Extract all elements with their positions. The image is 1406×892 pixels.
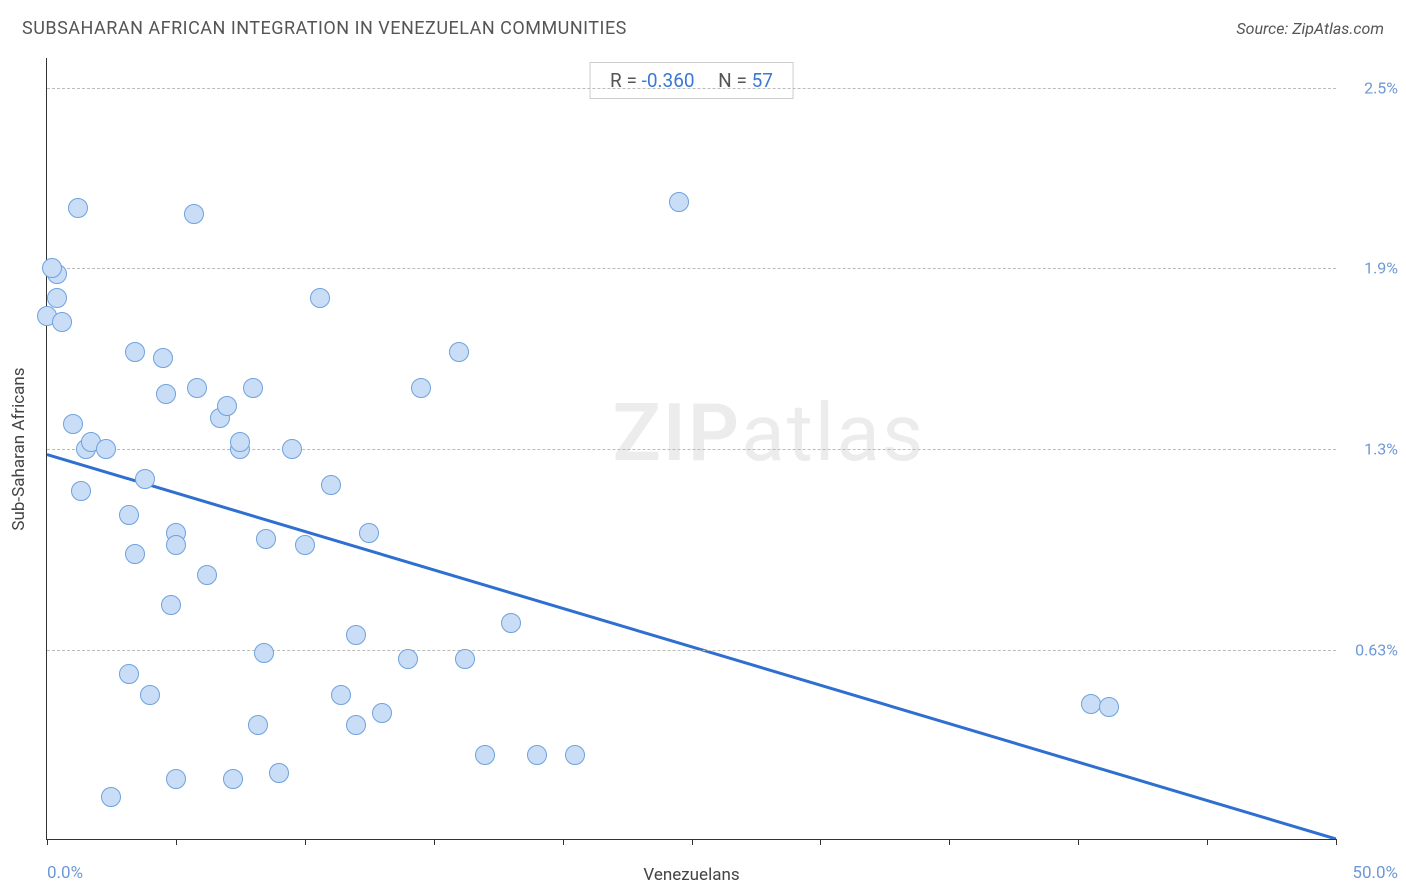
x-tick [1207, 839, 1208, 845]
scatter-point [248, 715, 268, 735]
scatter-point [125, 342, 145, 362]
scatter-point [1081, 694, 1101, 714]
x-axis-label: Venezuelans [643, 865, 739, 885]
y-tick-label: 1.3% [1364, 439, 1398, 458]
scatter-point [42, 258, 62, 278]
scatter-point [63, 414, 83, 434]
x-tick [434, 839, 435, 845]
scatter-point [359, 523, 379, 543]
x-tick [1078, 839, 1079, 845]
x-max-label: 50.0% [1352, 863, 1398, 883]
scatter-point [153, 348, 173, 368]
scatter-point [669, 192, 689, 212]
scatter-point [119, 505, 139, 525]
scatter-point [527, 745, 547, 765]
stats-box: R = -0.360 N = 57 [589, 62, 794, 99]
watermark-zip: ZIP [612, 386, 741, 480]
scatter-point [269, 763, 289, 783]
scatter-point [156, 384, 176, 404]
scatter-point [1099, 697, 1119, 717]
scatter-point [295, 535, 315, 555]
scatter-point [475, 745, 495, 765]
watermark-atlas: atlas [741, 386, 925, 480]
scatter-point [455, 649, 475, 669]
y-tick-label: 2.5% [1364, 79, 1398, 98]
x-tick [563, 839, 564, 845]
gridline [47, 88, 1336, 89]
scatter-point [217, 396, 237, 416]
scatter-point [346, 625, 366, 645]
x-min-label: 0.0% [47, 863, 83, 883]
scatter-point [101, 787, 121, 807]
scatter-point [310, 288, 330, 308]
scatter-point [161, 595, 181, 615]
plot-area: ZIPatlas R = -0.360 N = 57 Sub-Saharan A… [46, 58, 1336, 840]
scatter-point [254, 643, 274, 663]
scatter-point [166, 769, 186, 789]
scatter-point [71, 481, 91, 501]
scatter-point [184, 204, 204, 224]
x-tick [176, 839, 177, 845]
y-tick-label: 1.9% [1364, 259, 1398, 278]
scatter-point [119, 664, 139, 684]
scatter-point [449, 342, 469, 362]
scatter-point [197, 565, 217, 585]
x-tick [1336, 839, 1337, 845]
scatter-point [47, 288, 67, 308]
scatter-point [140, 685, 160, 705]
scatter-point [187, 378, 207, 398]
scatter-point [223, 769, 243, 789]
scatter-point [565, 745, 585, 765]
scatter-point [125, 544, 145, 564]
x-tick [820, 839, 821, 845]
scatter-point [166, 535, 186, 555]
scatter-point [398, 649, 418, 669]
scatter-point [68, 198, 88, 218]
watermark: ZIPatlas [612, 386, 925, 480]
scatter-point [321, 475, 341, 495]
scatter-point [96, 439, 116, 459]
chart-title: SUBSAHARAN AFRICAN INTEGRATION IN VENEZU… [22, 18, 627, 39]
scatter-point [135, 469, 155, 489]
x-tick [305, 839, 306, 845]
scatter-point [411, 378, 431, 398]
scatter-chart: ZIPatlas R = -0.360 N = 57 Sub-Saharan A… [46, 58, 1336, 840]
scatter-point [256, 529, 276, 549]
scatter-point [501, 613, 521, 633]
scatter-point [372, 703, 392, 723]
y-axis-label: Sub-Saharan Africans [9, 367, 29, 530]
y-tick-label: 0.63% [1355, 640, 1398, 659]
scatter-point [52, 312, 72, 332]
scatter-point [230, 432, 250, 452]
gridline [47, 650, 1336, 651]
source-attribution: Source: ZipAtlas.com [1236, 19, 1384, 38]
scatter-point [282, 439, 302, 459]
scatter-point [346, 715, 366, 735]
x-tick [949, 839, 950, 845]
scatter-point [243, 378, 263, 398]
gridline [47, 268, 1336, 269]
x-tick [47, 839, 48, 845]
scatter-point [331, 685, 351, 705]
x-tick [692, 839, 693, 845]
